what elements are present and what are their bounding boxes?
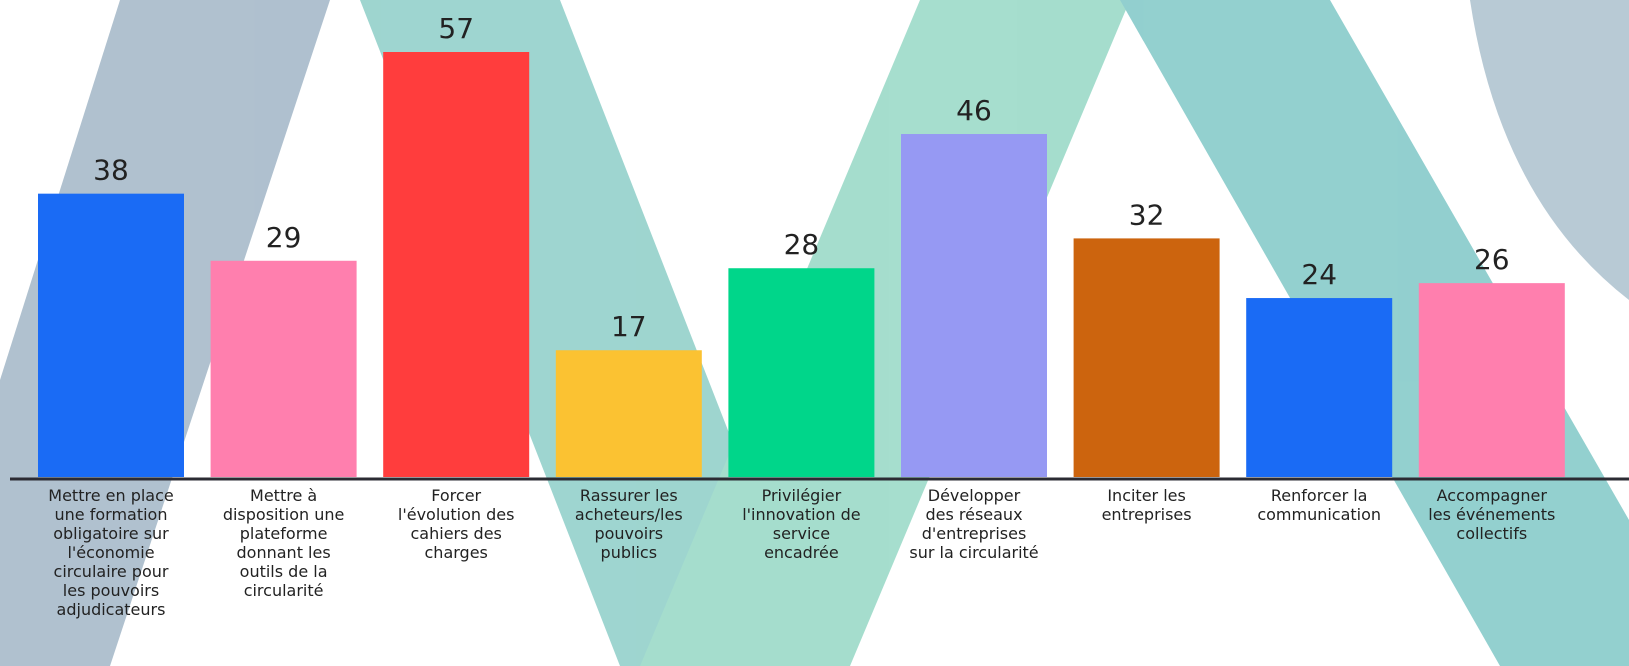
value-label: 38 bbox=[93, 154, 129, 187]
value-label: 17 bbox=[611, 310, 647, 343]
x-tick-label: Inciter les entreprises bbox=[1101, 486, 1192, 524]
x-tick-label: Mettre en place une formation obligatoir… bbox=[48, 486, 174, 619]
x-tick-label: Mettre à disposition une plateforme donn… bbox=[222, 486, 345, 600]
bar bbox=[1418, 283, 1565, 477]
x-tick-label: Rassurer les acheteurs/les pouvoirs publ… bbox=[574, 486, 683, 562]
value-label: 28 bbox=[784, 228, 820, 261]
bar bbox=[210, 260, 357, 477]
x-tick-label: Développer des réseaux d'entreprises sur… bbox=[909, 486, 1039, 562]
x-tick-label: Forcer l'évolution des cahiers des charg… bbox=[397, 486, 515, 562]
value-label: 57 bbox=[438, 12, 474, 45]
value-label: 46 bbox=[956, 94, 992, 127]
value-label: 24 bbox=[1301, 258, 1337, 291]
value-label: 32 bbox=[1129, 198, 1165, 231]
bar bbox=[1246, 298, 1393, 477]
bar bbox=[38, 193, 184, 477]
bar bbox=[555, 350, 702, 477]
bar bbox=[1073, 238, 1220, 477]
bar bbox=[901, 134, 1047, 477]
x-tick-label: Accompagner les événements collectifs bbox=[1428, 486, 1556, 543]
bar bbox=[728, 268, 875, 477]
value-label: 29 bbox=[266, 221, 302, 254]
x-tick-label: Privilégier l'innovation de service enca… bbox=[742, 486, 861, 562]
x-tick-label: Renforcer la communication bbox=[1257, 486, 1382, 524]
value-label: 26 bbox=[1474, 243, 1510, 276]
bar bbox=[383, 52, 530, 477]
